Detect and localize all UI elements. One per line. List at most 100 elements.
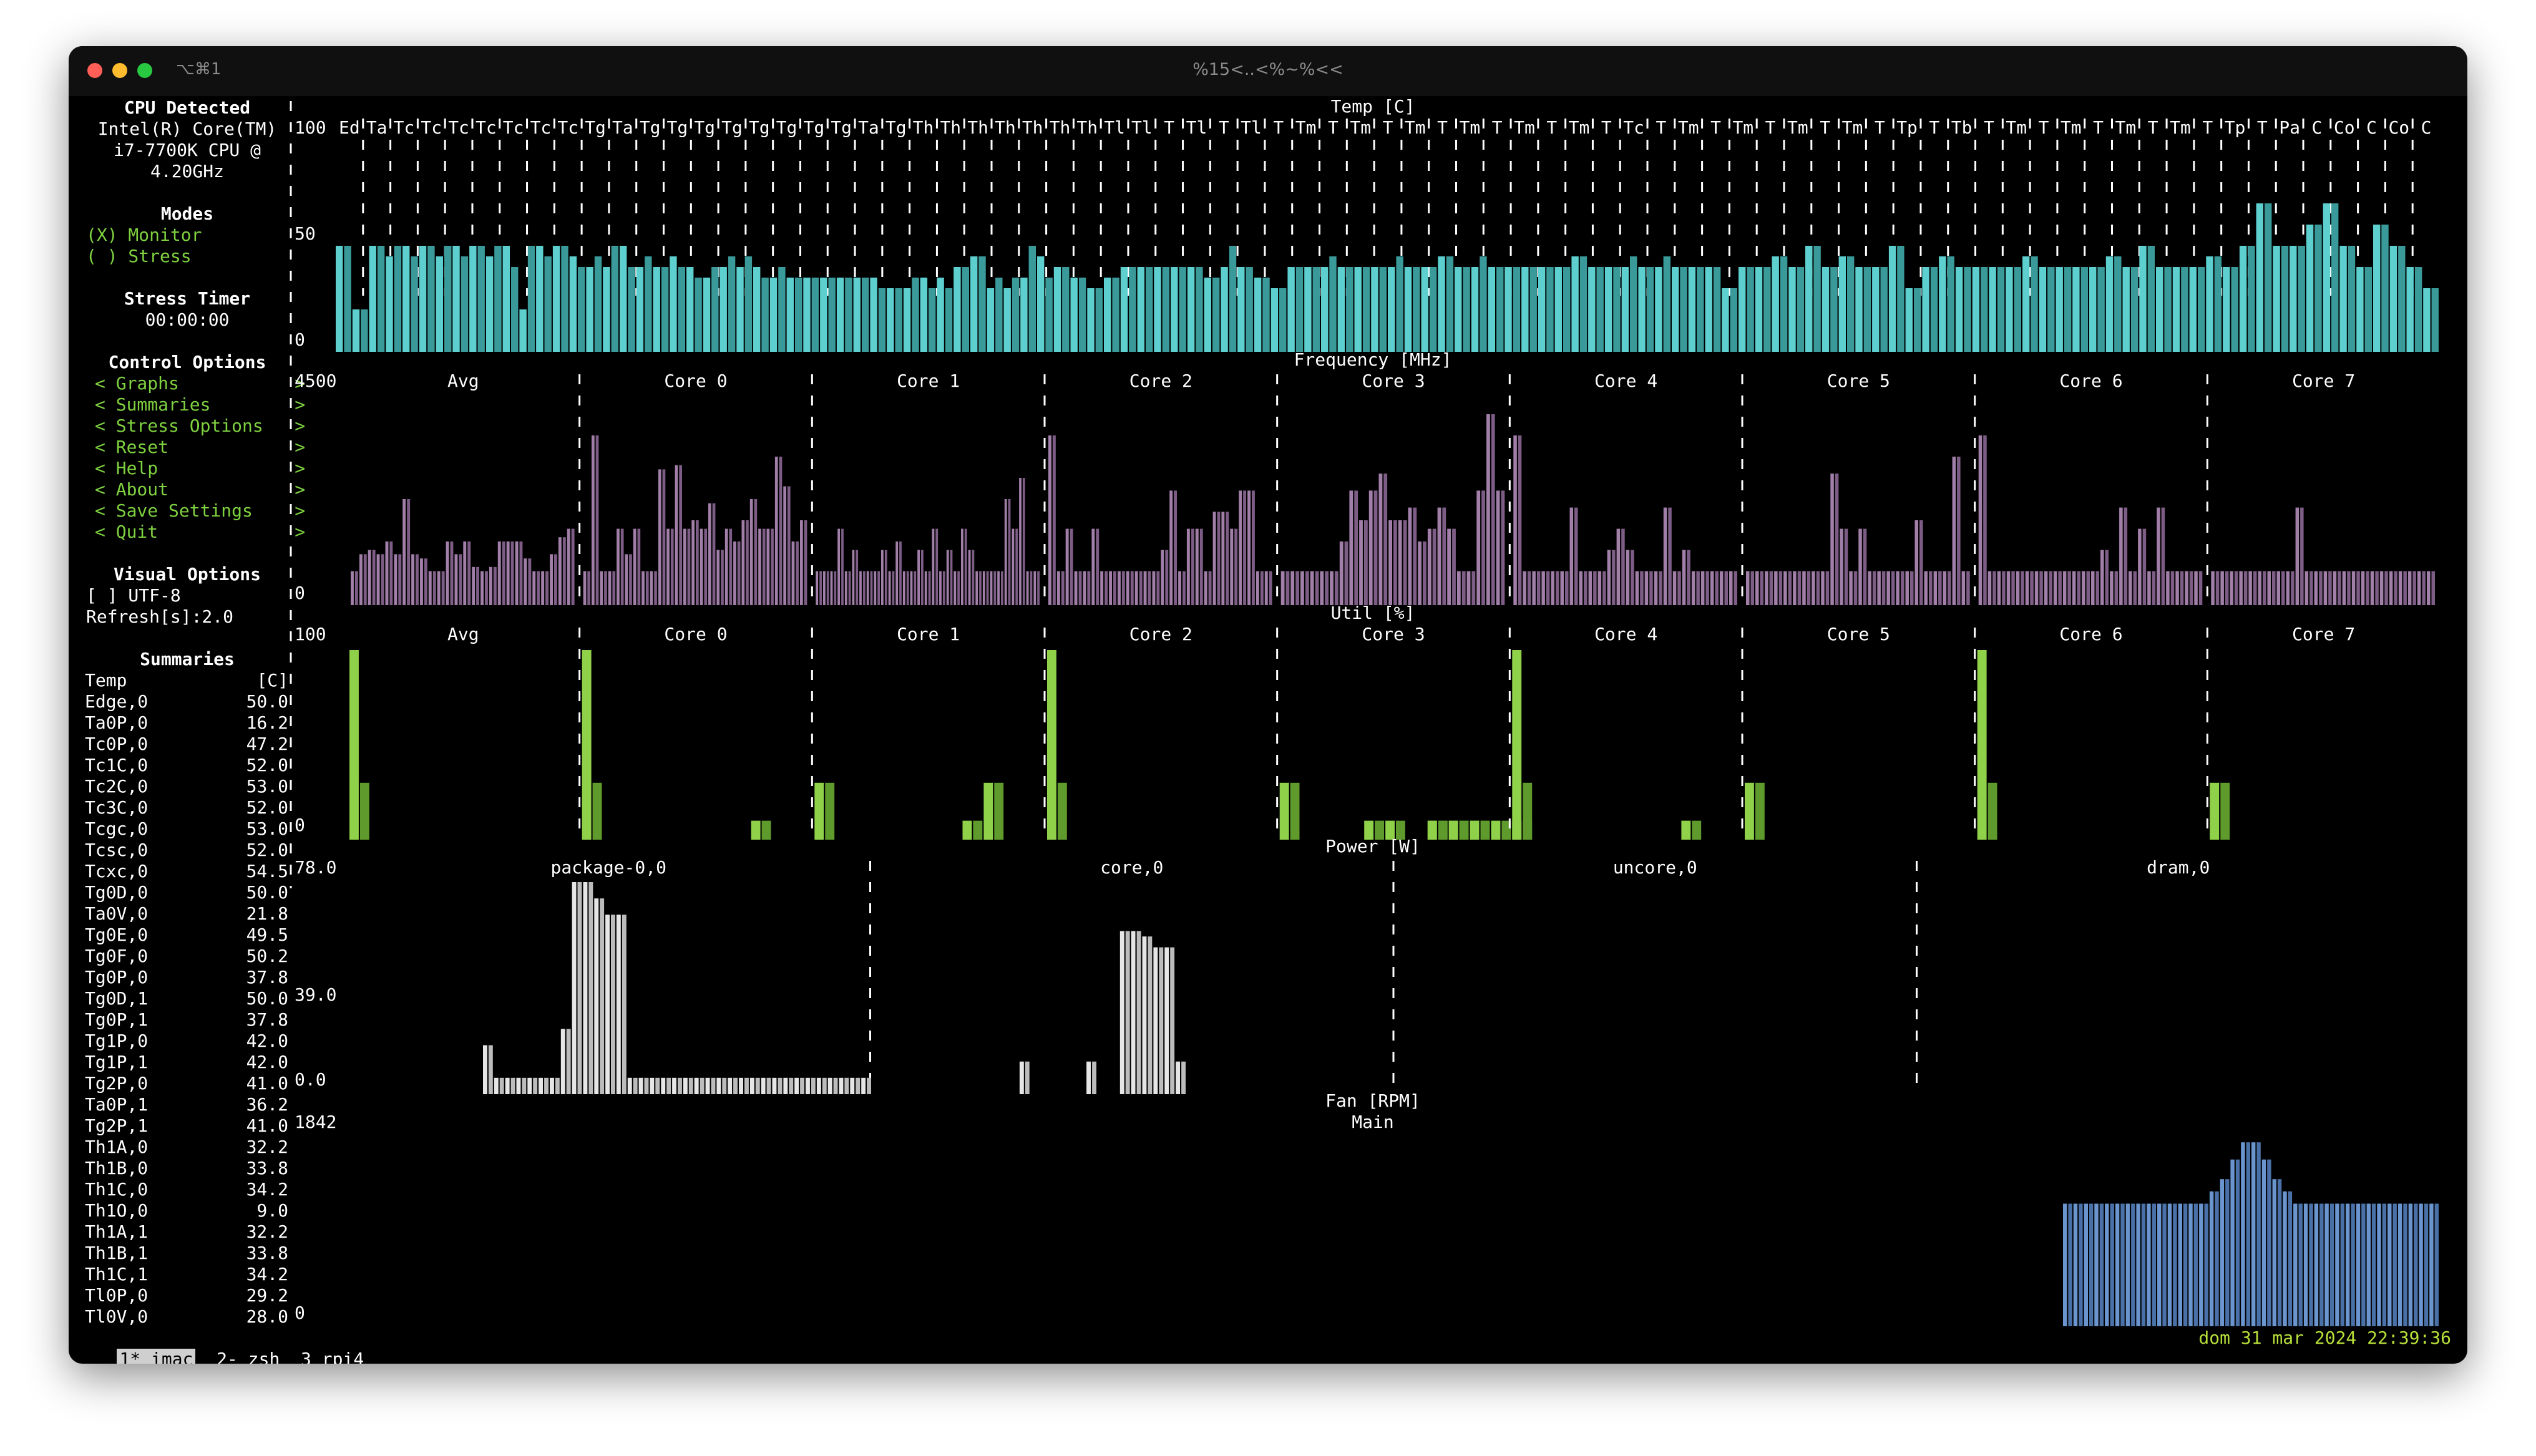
- power-bar: [772, 1077, 777, 1094]
- freq-bar: [1208, 571, 1212, 605]
- summaries-title: Summaries: [140, 649, 235, 669]
- power-bar: [1119, 931, 1124, 1094]
- menu-graphs[interactable]: < Graphs >: [95, 373, 306, 394]
- power-bar: [555, 1077, 560, 1094]
- temp-sensor-label: T: [1546, 117, 1557, 138]
- temp-bar: [769, 278, 778, 352]
- mode-stress-radio[interactable]: ( ) Stress: [86, 246, 192, 266]
- freq-bar: [1793, 571, 1797, 605]
- freq-bar: [2394, 571, 2397, 605]
- freq-bar: [2417, 571, 2421, 605]
- utf8-checkbox[interactable]: [ ] UTF-8: [86, 585, 181, 606]
- temp-bar: [1146, 267, 1153, 352]
- zoom-button[interactable]: [137, 63, 152, 78]
- power-bar: [539, 1077, 543, 1094]
- menu-about[interactable]: < About >: [95, 479, 306, 500]
- power-bar: [499, 1077, 504, 1094]
- window-tab-1[interactable]: 1* imac: [117, 1349, 196, 1364]
- temp-sensor-label: Tm: [1514, 117, 1535, 138]
- summary-sensor-name: Th1O,0: [85, 1200, 149, 1221]
- temp-sensor-label: Tc: [503, 117, 524, 138]
- summary-sensor-value: 9.0: [256, 1200, 288, 1221]
- window-tab-2[interactable]: 2- zsh: [217, 1349, 280, 1364]
- temp-bar: [1221, 267, 1228, 352]
- freq-bar: [774, 457, 778, 605]
- temp-bar: [1813, 246, 1821, 352]
- fan-graph-title: Fan [RPM]: [1325, 1090, 1420, 1111]
- util-bar: [349, 650, 359, 840]
- fan-bar: [2162, 1203, 2167, 1326]
- temp-bar: [1045, 278, 1053, 352]
- freq-bar: [1427, 528, 1431, 605]
- fan-bar: [2147, 1203, 2151, 1326]
- power-ytick-min: 0.0: [295, 1069, 326, 1090]
- freq-bar: [712, 503, 716, 605]
- freq-bar: [1607, 550, 1611, 605]
- freq-bar: [1239, 490, 1242, 605]
- temp-bar: [670, 256, 677, 352]
- freq-bar: [1910, 571, 1914, 605]
- temp-ytick-mid: 50: [295, 223, 316, 244]
- freq-bar: [1769, 571, 1773, 605]
- freq-bar: [2161, 507, 2165, 605]
- freq-bar: [924, 571, 927, 605]
- minimize-button[interactable]: [112, 63, 127, 78]
- fan-bar: [2314, 1203, 2319, 1326]
- menu-help[interactable]: < Help >: [95, 458, 306, 478]
- freq-bar: [1109, 571, 1112, 605]
- temp-sensor-label: Tp: [1896, 117, 1918, 138]
- util-graph-title: Util [%]: [1331, 603, 1415, 623]
- temp-bar: [1446, 256, 1454, 352]
- freq-bar: [1924, 571, 1928, 605]
- temp-bar: [2223, 267, 2230, 352]
- freq-bar: [979, 571, 982, 605]
- window-tab-3[interactable]: 3 rpi4: [301, 1349, 364, 1364]
- fan-bar: [2209, 1191, 2214, 1326]
- fan-bar: [2157, 1203, 2162, 1326]
- freq-bar: [1659, 571, 1662, 605]
- temp-bar: [1404, 267, 1412, 352]
- freq-bar: [1471, 571, 1476, 605]
- freq-bar: [502, 541, 505, 605]
- menu-quit[interactable]: < Quit >: [95, 522, 306, 542]
- freq-bar: [935, 528, 939, 605]
- menu-save-settings[interactable]: < Save Settings >: [95, 500, 306, 521]
- menu-summaries[interactable]: < Summaries >: [95, 394, 306, 415]
- freq-bar: [910, 571, 913, 605]
- temp-sensor-label: Tg: [804, 117, 825, 138]
- summary-sensor-value: 50.2: [246, 946, 288, 966]
- freq-bar: [1161, 550, 1164, 605]
- temp-bar: [2089, 267, 2097, 352]
- temp-sensor-label: T: [2202, 117, 2213, 138]
- summary-sensor-name: Tl0V,0: [85, 1306, 149, 1327]
- summary-sensor-name: Edge,0: [85, 691, 149, 712]
- freq-bar: [1546, 571, 1550, 605]
- summary-sensor-value: 37.8: [246, 1009, 288, 1030]
- freq-bar: [892, 571, 895, 605]
- freq-bar: [592, 435, 595, 605]
- mode-monitor-radio[interactable]: (X) Monitor: [86, 225, 202, 245]
- util-bar: [359, 782, 369, 840]
- freq-bar: [946, 550, 949, 605]
- temp-sensor-label: Tc: [421, 117, 442, 138]
- power-bar: [627, 1077, 632, 1094]
- temp-bar: [1521, 267, 1529, 352]
- temp-sensor-label: Tb: [1951, 117, 1973, 138]
- power-bar: [700, 1077, 705, 1094]
- menu-stress-options[interactable]: < Stress Options >: [95, 415, 306, 436]
- temp-bar: [1972, 267, 1980, 352]
- freq-bar: [2379, 571, 2384, 605]
- freq-bar: [2138, 528, 2142, 605]
- fan-bar: [2351, 1203, 2355, 1326]
- freq-bar: [1886, 571, 1890, 605]
- temp-bar: [1538, 267, 1546, 352]
- refresh-interval[interactable]: Refresh[s]:2.0: [86, 606, 234, 627]
- freq-bar: [1724, 571, 1728, 605]
- close-button[interactable]: [87, 63, 102, 78]
- menu-reset[interactable]: < Reset >: [95, 437, 306, 457]
- util-bar: [1745, 782, 1754, 840]
- util-panel-label: Core 3: [1362, 624, 1425, 644]
- fan-bar: [2115, 1203, 2120, 1326]
- fan-bar: [2136, 1203, 2140, 1326]
- fan-bar: [2188, 1203, 2193, 1326]
